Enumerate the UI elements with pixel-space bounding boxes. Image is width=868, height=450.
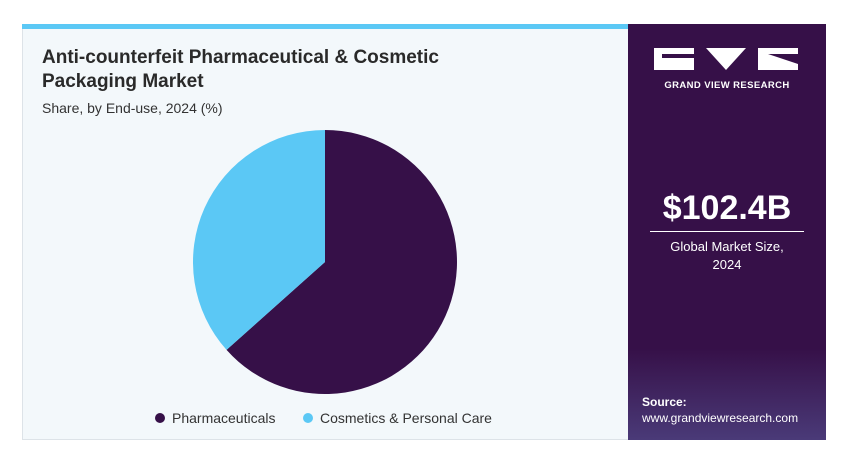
legend-label: Cosmetics & Personal Care: [320, 410, 492, 426]
divider: [650, 231, 804, 232]
market-size: $102.4B: [662, 189, 792, 227]
chart-title: Anti-counterfeit Pharmaceutical & Cosmet…: [42, 47, 439, 92]
source-url: www.grandviewresearch.com: [642, 411, 799, 425]
pie-slice: [192, 130, 325, 350]
legend-marker: [303, 413, 313, 423]
source: Source: www.grandviewresearch.com: [642, 394, 798, 426]
source-label: Source:: [642, 395, 687, 409]
pie-slice: [226, 130, 457, 394]
brand: GRAND VIEW RESEARCH: [664, 80, 790, 91]
sidebar: GRAND VIEW RESEARCH $102.4B Global Marke…: [628, 24, 826, 440]
legend-label: Pharmaceuticals: [172, 410, 276, 426]
logo: [654, 48, 798, 70]
chart: Pharmaceuticals Cosmetics & Personal Care: [155, 130, 492, 426]
legend-marker: [155, 413, 165, 423]
market-size-label: Global Market Size, 2024: [670, 239, 784, 272]
accent-strip: [22, 24, 628, 29]
chart-subtitle: Share, by End-use, 2024 (%): [42, 100, 223, 116]
